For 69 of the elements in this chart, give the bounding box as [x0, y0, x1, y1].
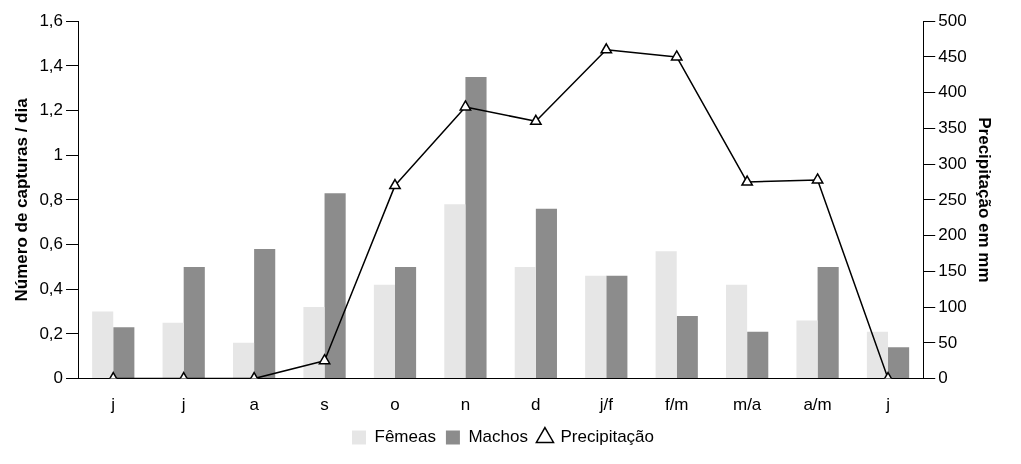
x-tick-label: a [249, 395, 260, 415]
bar [303, 307, 325, 379]
bar [232, 342, 255, 379]
x-tick-label: j [180, 395, 186, 415]
bar [254, 249, 276, 379]
bar [162, 322, 184, 379]
point [529, 114, 542, 126]
bar [92, 311, 114, 379]
y-tick-label: 1,2 [39, 100, 64, 120]
y2-tick-label: 400 [938, 82, 967, 102]
x-tick-label: a/m [803, 395, 832, 415]
bar [726, 284, 748, 379]
y-tick-label: 0,6 [39, 234, 64, 254]
y-tick-label: 1 [53, 144, 64, 164]
bar [585, 275, 607, 379]
x-tick-label: m/a [732, 395, 762, 415]
y2-tick-label: 150 [938, 261, 967, 281]
y-axis-title: Número de capturas / dia [11, 97, 31, 302]
legend-label: Precipitação [560, 427, 654, 447]
legend-label: Machos [468, 427, 528, 447]
y-tick-label: 1,6 [39, 10, 64, 30]
y2-tick-label: 300 [938, 153, 967, 173]
point [459, 100, 472, 111]
y-tick-label: 0,8 [39, 189, 64, 209]
point [389, 178, 401, 190]
y2-axis-title: Precipitação em mm [975, 117, 995, 283]
bar [394, 266, 417, 379]
x-tick-label: n [460, 395, 471, 415]
legend-label: Fêmeas [374, 427, 436, 447]
bar [796, 320, 818, 379]
bar [183, 266, 205, 379]
x-tick-label: s [320, 395, 329, 415]
y2-tick-label: 50 [938, 332, 958, 352]
x-tick-label: j/f [598, 395, 614, 415]
y2-tick-label: 500 [938, 10, 967, 30]
bar [514, 266, 536, 379]
x-tick-label: j [885, 395, 890, 415]
x-tick-label: j [110, 395, 116, 415]
bar [817, 266, 839, 379]
y2-tick-label: 200 [938, 225, 967, 245]
y-tick-label: 0,2 [39, 323, 64, 343]
y-tick-label: 0 [53, 368, 64, 388]
bar [113, 327, 135, 379]
bar [444, 204, 466, 379]
point [811, 173, 824, 184]
bar [373, 284, 395, 379]
y2-tick-label: 250 [938, 189, 967, 209]
y2-tick-label: 450 [938, 46, 967, 66]
y2-tick-label: 350 [938, 118, 967, 138]
point [318, 353, 331, 365]
bar [747, 331, 769, 379]
point [600, 43, 613, 54]
y2-tick-label: 100 [938, 296, 967, 316]
bar [676, 316, 698, 379]
bar [866, 331, 889, 379]
point [670, 50, 683, 61]
point [741, 175, 754, 186]
bar [465, 77, 487, 379]
y2-tick-label: 0 [938, 368, 948, 388]
bar [606, 275, 628, 379]
y-tick-label: 1,4 [39, 55, 64, 75]
bar [535, 208, 557, 379]
x-tick-label: f/m [664, 395, 689, 415]
x-tick-label: d [531, 395, 541, 415]
bar [655, 251, 677, 379]
y-tick-label: 0,4 [39, 278, 64, 298]
bar [324, 193, 346, 379]
x-tick-label: o [390, 395, 400, 415]
bar [888, 347, 910, 379]
